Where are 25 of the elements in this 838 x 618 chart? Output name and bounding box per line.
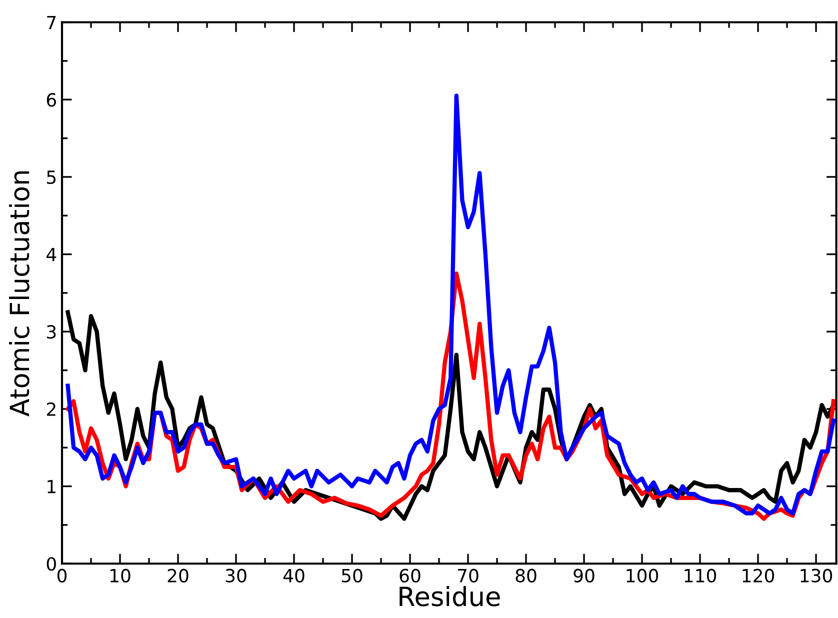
y-tick-label: 1 — [48, 480, 56, 494]
x-tick-label: 90 — [574, 568, 594, 582]
x-tick-label: 70 — [458, 568, 478, 582]
x-tick-label: 10 — [110, 568, 130, 582]
y-tick-label: 3 — [47, 325, 56, 339]
x-tick-label: 100 — [626, 568, 658, 582]
y-tick-label: 0 — [46, 557, 56, 571]
y-tick-label: 6 — [46, 93, 56, 107]
x-tick-label: 30 — [226, 568, 246, 582]
x-tick-label: 60 — [400, 568, 420, 582]
y-axis-title: Atomic Fluctuation — [9, 171, 30, 416]
x-tick-label: 80 — [516, 568, 536, 582]
x-axis-title: Residue — [400, 586, 500, 606]
x-tick-label: 40 — [283, 568, 304, 582]
y-tick-label: 4 — [46, 248, 56, 262]
x-tick-label: 50 — [342, 568, 362, 582]
x-tick-label: 120 — [742, 568, 774, 582]
x-tick-label: 20 — [168, 568, 188, 582]
y-tick-label: 2 — [46, 402, 56, 416]
y-tick-label: 5 — [47, 170, 56, 184]
x-tick-label: 110 — [684, 568, 716, 582]
x-tick-label: 130 — [800, 568, 832, 582]
x-tick-label: 0 — [57, 568, 67, 582]
line-series — [66, 94, 836, 516]
y-tick-label: 7 — [47, 16, 56, 30]
